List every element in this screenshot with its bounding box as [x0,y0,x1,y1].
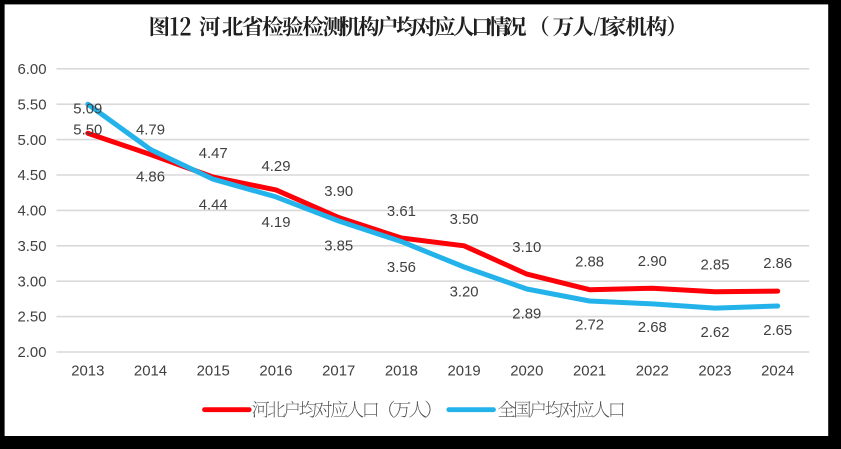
svg-text:2.89: 2.89 [512,307,541,323]
svg-text:4.44: 4.44 [199,197,228,213]
svg-text:2.85: 2.85 [701,258,730,274]
svg-text:5.50: 5.50 [73,123,102,139]
svg-text:2.72: 2.72 [575,317,604,333]
svg-text:2.65: 2.65 [763,323,792,339]
svg-text:2013: 2013 [71,364,104,380]
svg-text:2.68: 2.68 [638,320,667,336]
svg-text:2015: 2015 [197,364,230,380]
svg-text:4.47: 4.47 [199,146,228,162]
svg-text:6.00: 6.00 [18,62,47,78]
svg-text:4.19: 4.19 [262,215,291,231]
svg-text:2018: 2018 [385,364,418,380]
svg-text:3.10: 3.10 [512,240,541,256]
svg-text:3.50: 3.50 [18,239,47,255]
svg-text:3.85: 3.85 [324,239,353,255]
svg-text:4.50: 4.50 [18,168,47,184]
svg-text:2019: 2019 [448,364,481,380]
svg-text:2023: 2023 [698,364,731,380]
svg-text:2.00: 2.00 [18,345,47,361]
svg-text:5.09: 5.09 [73,102,102,118]
svg-text:4.86: 4.86 [136,170,165,186]
svg-text:2014: 2014 [134,364,167,380]
svg-text:2017: 2017 [322,364,355,380]
svg-text:2.90: 2.90 [638,254,667,270]
svg-text:3.61: 3.61 [387,204,416,220]
svg-text:3.90: 3.90 [324,184,353,200]
svg-text:4.79: 4.79 [136,123,165,139]
svg-text:4.00: 4.00 [18,204,47,220]
svg-text:2.62: 2.62 [701,325,730,341]
svg-text:3.56: 3.56 [387,260,416,276]
svg-text:2022: 2022 [636,364,669,380]
svg-text:3.00: 3.00 [18,274,47,290]
svg-text:2.86: 2.86 [763,256,792,272]
svg-text:2020: 2020 [510,364,543,380]
svg-text:2024: 2024 [761,364,794,380]
svg-text:3.50: 3.50 [450,212,479,228]
svg-text:2016: 2016 [259,364,292,380]
svg-text:2.88: 2.88 [575,255,604,271]
svg-text:5.50: 5.50 [18,97,47,113]
svg-text:5.00: 5.00 [18,133,47,149]
svg-text:2021: 2021 [573,364,606,380]
svg-text:2.50: 2.50 [18,310,47,326]
svg-text:4.29: 4.29 [262,159,291,175]
svg-text:3.20: 3.20 [450,284,479,300]
